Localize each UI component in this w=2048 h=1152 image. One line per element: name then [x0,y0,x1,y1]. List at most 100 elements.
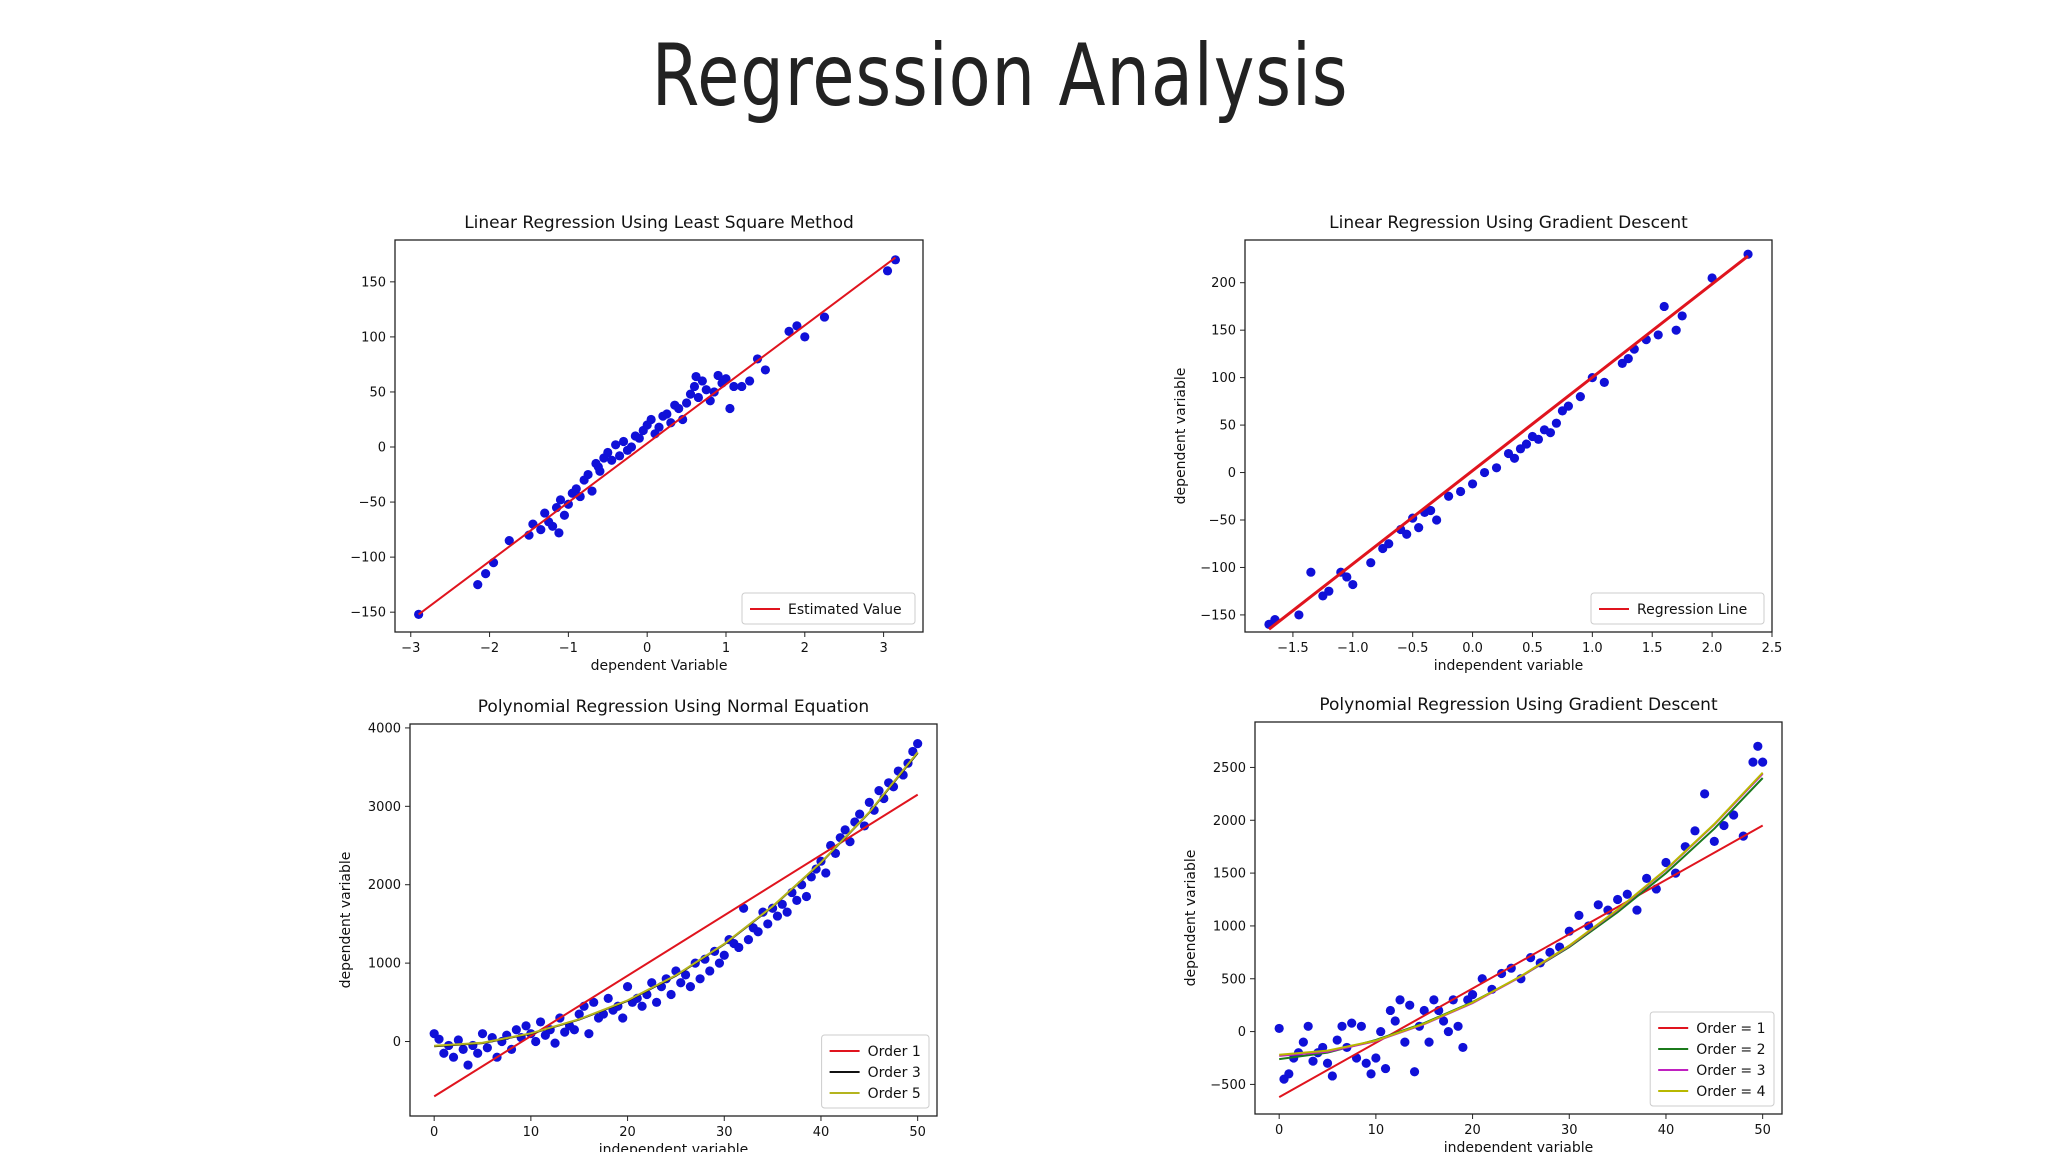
data-point [637,1001,647,1011]
data-point [536,524,546,535]
data-point [1356,1021,1366,1031]
data-point [800,332,810,342]
data-point [719,950,729,960]
x-tick-label: 10 [1368,1123,1385,1138]
legend-label: Order 3 [868,1065,921,1081]
y-tick-label: 200 [1211,276,1236,291]
data-point [908,746,918,757]
data-point [453,1035,463,1045]
data-point [458,1044,468,1054]
x-tick-label: −2 [480,641,499,656]
data-point [521,1021,531,1031]
y-tick-label: 0 [1228,466,1236,481]
data-point [1661,857,1671,868]
data-point [1308,1056,1318,1066]
data-point [647,978,657,988]
data-point [587,486,597,496]
data-point [678,414,688,425]
data-point [693,392,704,403]
y-tick-label: 1000 [368,957,401,972]
data-point [792,895,802,905]
data-point [714,958,725,968]
data-point [614,451,625,461]
data-point [626,442,637,452]
x-tick-label: 20 [619,1125,636,1140]
data-point [1424,1037,1434,1047]
data-point [801,891,812,902]
data-point [548,521,558,531]
data-point [1653,330,1663,340]
x-tick-label: 40 [1658,1123,1675,1138]
chart-title: Linear Regression Using Least Square Met… [464,213,854,233]
data-point [1366,1069,1376,1079]
data-point [745,376,755,386]
series-line-order-3 [434,752,919,1048]
legend-label: Order 1 [868,1044,921,1060]
data-point [634,433,644,443]
chart-polynomial-normal-equation: Polynomial Regression Using Normal Equat… [338,697,938,1152]
y-tick-label: 0 [393,1035,401,1050]
data-point [540,508,550,518]
data-point [1575,392,1585,402]
data-point [680,970,691,980]
data-point [689,381,700,392]
data-point [531,1036,541,1047]
data-point [1306,567,1316,577]
data-point [1521,439,1532,449]
data-point [713,370,723,381]
x-tick-label: 1 [722,641,730,656]
data-point [535,1017,546,1027]
data-point [1453,1021,1463,1031]
legend-label: Order 5 [868,1086,921,1102]
data-point [1419,1005,1429,1016]
x-tick-label: 0.5 [1522,641,1543,656]
y-tick-label: 0 [378,441,386,456]
data-point [1402,529,1412,539]
data-point [666,989,676,1000]
data-point [1337,1021,1347,1031]
data-point [705,966,715,976]
y-tick-label: 50 [369,385,386,400]
data-point [607,455,617,465]
data-point [739,903,749,913]
x-tick-label: 30 [1561,1123,1578,1138]
x-tick-label: 3 [879,641,887,656]
y-axis-label: dependent variable [1173,368,1189,505]
data-point [1622,889,1632,899]
data-point [1361,1058,1371,1068]
data-point [1467,479,1478,489]
chart-title: Polynomial Regression Using Normal Equat… [478,697,869,717]
data-point [555,495,566,505]
x-tick-label: −1 [559,641,578,656]
series-line-estimated-value [418,256,896,616]
x-axis-label: independent variable [599,1142,748,1152]
x-axis-label: dependent Variable [591,658,728,674]
y-tick-label: −100 [1200,561,1236,576]
data-point [1298,1037,1308,1047]
data-point [651,997,662,1007]
data-point [1405,1000,1415,1010]
data-point [1677,311,1687,321]
y-tick-label: 0 [1238,1025,1246,1040]
data-point [654,422,664,432]
data-point [1395,995,1405,1005]
y-tick-label: 50 [1219,419,1236,434]
plot-frame [409,723,938,1117]
x-axis-label: independent variable [1434,658,1583,674]
data-point [1545,947,1555,957]
data-point [777,899,787,909]
data-point [448,1052,459,1062]
data-point [685,389,696,399]
x-tick-label: 40 [813,1125,830,1140]
data-point [1700,789,1710,799]
data-point [1545,428,1556,438]
data-point [1455,486,1466,497]
data-point [819,312,830,322]
data-point [1748,757,1758,767]
data-point [560,1027,570,1037]
x-tick-label: 2 [801,641,809,656]
data-point [574,1009,584,1019]
series-line-order-4 [1279,772,1764,1056]
data-point [1347,1018,1357,1028]
data-point [913,739,923,749]
